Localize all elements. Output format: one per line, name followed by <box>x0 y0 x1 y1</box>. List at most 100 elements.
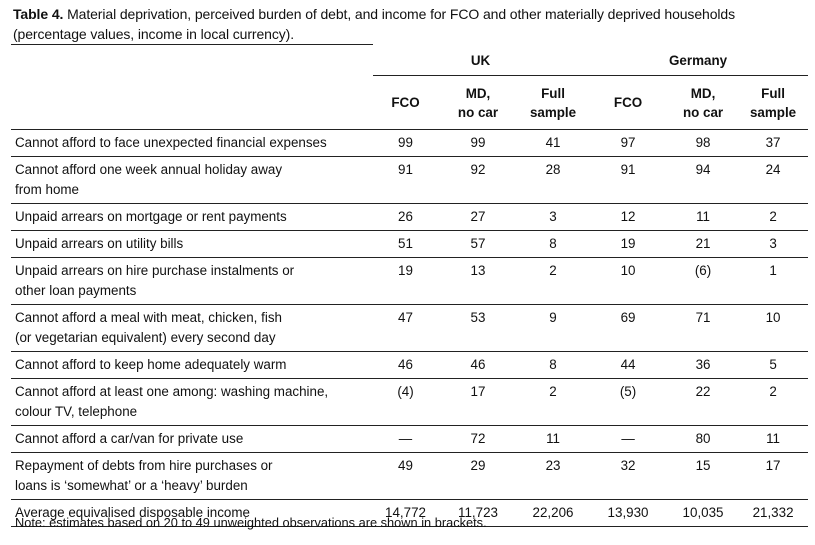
table-cell: 44 <box>588 351 669 379</box>
col-header-line: Full <box>761 85 785 101</box>
col-header-line: FCO <box>391 95 420 110</box>
row-label-line: Cannot afford to keep home adequately wa… <box>15 356 287 372</box>
row-label-line: Unpaid arrears on mortgage or rent payme… <box>15 208 287 224</box>
table-cell: 11 <box>738 425 809 453</box>
table-label: Table 4. <box>13 6 64 22</box>
table-cell: 27 <box>438 203 518 231</box>
col-header-de-full-sample: Full sample <box>738 75 808 129</box>
table-cell: 97 <box>588 129 669 157</box>
table-cell: 49 <box>373 452 438 500</box>
table-cell: 94 <box>668 156 739 204</box>
col-header-uk-full-sample: Full sample <box>518 75 588 129</box>
table-cell: 19 <box>373 257 438 305</box>
table-cell: 2 <box>518 257 589 305</box>
col-header-de-fco: FCO <box>588 75 668 129</box>
table-cell: 99 <box>438 129 518 157</box>
row-label: Cannot afford one week annual holiday aw… <box>11 156 373 204</box>
table-caption: Table 4. Material deprivation, perceived… <box>13 4 808 44</box>
row-label-line: colour TV, telephone <box>15 403 138 419</box>
table-cell: 1 <box>738 257 809 305</box>
table-row: Cannot afford one week annual holiday aw… <box>11 156 809 204</box>
row-label: Unpaid arrears on hire purchase instalme… <box>11 257 373 305</box>
table-cell: 72 <box>438 425 518 453</box>
row-label: Cannot afford a car/van for private use <box>11 425 373 453</box>
table-row: Cannot afford to keep home adequately wa… <box>11 351 809 379</box>
row-label-line: from home <box>15 181 79 197</box>
row-label-line: Unpaid arrears on utility bills <box>15 235 184 251</box>
row-label-line: Repayment of debts from hire purchases o… <box>15 457 273 473</box>
col-header-line: FCO <box>613 95 643 110</box>
row-label: Cannot afford to face unexpected financi… <box>11 129 373 157</box>
table-row: Cannot afford a car/van for private use —… <box>11 425 809 453</box>
table-cell: 13 <box>438 257 518 305</box>
row-label-line: Cannot afford one week annual holiday aw… <box>15 161 283 177</box>
row-label-line: Cannot afford a car/van for private use <box>15 430 244 446</box>
table-cell: 37 <box>738 129 809 157</box>
table-cell: 10 <box>588 257 669 305</box>
table-cell: 13,930 <box>588 499 669 527</box>
table-cell: 19 <box>588 230 669 258</box>
table-cell: 10,035 <box>668 499 739 527</box>
table-cell: (4) <box>373 378 438 426</box>
col-header-line: MD, <box>690 85 716 101</box>
table-cell: 47 <box>373 304 438 352</box>
table-cell: 46 <box>373 351 438 379</box>
table-cell: 9 <box>518 304 589 352</box>
table-cell: 80 <box>668 425 739 453</box>
col-header-uk-md-nocar: MD, no car <box>438 75 518 129</box>
col-header-line: no car <box>682 104 724 120</box>
table-cell: 12 <box>588 203 669 231</box>
table-cell: 57 <box>438 230 518 258</box>
table-cell: 3 <box>518 203 589 231</box>
col-header-uk-fco: FCO <box>373 75 438 129</box>
group-header-row: UK Germany <box>11 44 809 76</box>
table-row: Cannot afford a meal with meat, chicken,… <box>11 304 809 352</box>
table-cell: 22,206 <box>518 499 589 527</box>
col-header-line: no car <box>457 104 499 120</box>
row-label: Cannot afford at least one among: washin… <box>11 378 373 426</box>
table-body: Cannot afford to face unexpected financi… <box>11 129 809 527</box>
table-cell: 15 <box>668 452 739 500</box>
row-label-line: Cannot afford a meal with meat, chicken,… <box>15 309 282 325</box>
column-header-row: FCO MD, no car Full sample FCO MD, no ca… <box>11 75 809 129</box>
table-cell: 41 <box>518 129 589 157</box>
row-label-line: Cannot afford at least one among: washin… <box>15 383 329 399</box>
table-cell: 91 <box>373 156 438 204</box>
row-label-line: loans is ‘somewhat’ or a ‘heavy’ burden <box>15 477 248 493</box>
col-header-line: sample <box>529 104 577 120</box>
row-label: Repayment of debts from hire purchases o… <box>11 452 373 500</box>
table-row: Repayment of debts from hire purchases o… <box>11 452 809 500</box>
table-cell: 2 <box>518 378 589 426</box>
table-cell: 2 <box>738 203 809 231</box>
table-cell: 21,332 <box>738 499 809 527</box>
table-cell: 92 <box>438 156 518 204</box>
row-label-line: Average equivalised disposable income <box>15 504 250 520</box>
table-cell: 2 <box>738 378 809 426</box>
group-header-uk: UK <box>373 44 589 76</box>
table-cell: (6) <box>668 257 739 305</box>
table-row: Unpaid arrears on hire purchase instalme… <box>11 257 809 305</box>
table-row: Unpaid arrears on mortgage or rent payme… <box>11 203 809 231</box>
table-cell: 23 <box>518 452 589 500</box>
row-label-line: Unpaid arrears on hire purchase instalme… <box>15 262 295 278</box>
row-label: Unpaid arrears on mortgage or rent payme… <box>11 203 373 231</box>
table-cell: 53 <box>438 304 518 352</box>
table-row: Cannot afford at least one among: washin… <box>11 378 809 426</box>
table-cell: 32 <box>588 452 669 500</box>
row-label: Average equivalised disposable income <box>11 499 373 527</box>
table-cell: 11,723 <box>438 499 518 527</box>
group-header-germany: Germany <box>588 44 809 76</box>
table-cell: — <box>588 425 669 453</box>
table-cell: 46 <box>438 351 518 379</box>
row-label-line: Cannot afford to face unexpected financi… <box>15 134 327 150</box>
table-cell: 36 <box>668 351 739 379</box>
col-header-line: MD, <box>465 85 491 101</box>
table-cell: 91 <box>588 156 669 204</box>
table-row: Unpaid arrears on utility bills 51 57 8 19 21… <box>11 230 809 258</box>
table-cell: 99 <box>373 129 438 157</box>
table-row: Cannot afford to face unexpected financi… <box>11 129 809 157</box>
row-label: Cannot afford to keep home adequately wa… <box>11 351 373 379</box>
col-header-line: sample <box>749 104 797 120</box>
table-cell: 10 <box>738 304 809 352</box>
table-cell: 21 <box>668 230 739 258</box>
